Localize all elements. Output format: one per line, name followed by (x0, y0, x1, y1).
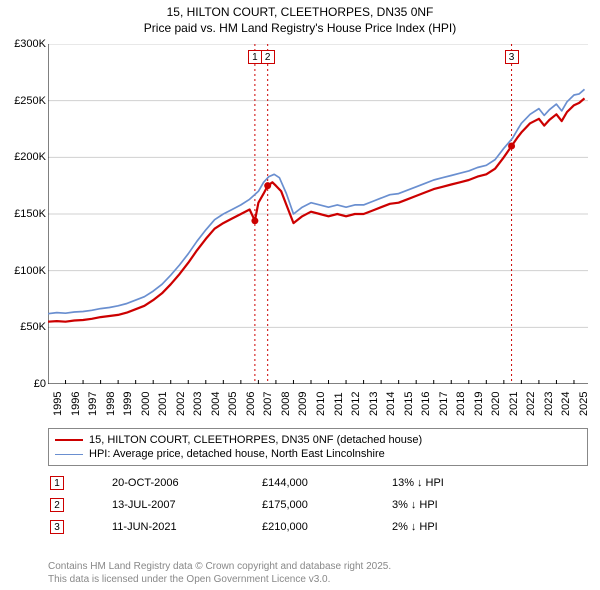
x-tick-label: 2004 (210, 392, 222, 416)
x-tick-label: 2005 (227, 392, 239, 416)
transaction-price-2: £210,000 (262, 521, 392, 533)
y-tick-label: £250K (2, 95, 46, 107)
page-container: 15, HILTON COURT, CLEETHORPES, DN35 0NF … (0, 0, 600, 590)
transaction-delta-2: 2% ↓ HPI (392, 521, 438, 533)
x-tick-label: 2022 (525, 392, 537, 416)
footer-attribution: Contains HM Land Registry data © Crown c… (48, 560, 588, 586)
transaction-delta-1: 3% ↓ HPI (392, 499, 438, 511)
transaction-row-2: 3 11-JUN-2021 £210,000 2% ↓ HPI (48, 516, 588, 538)
chart-transaction-marker: 3 (505, 50, 519, 64)
x-tick-label: 2019 (473, 392, 485, 416)
x-tick-label: 2024 (560, 392, 572, 416)
x-tick-label: 1996 (70, 392, 82, 416)
legend-swatch-1 (55, 454, 83, 455)
legend-row-1: HPI: Average price, detached house, Nort… (55, 447, 581, 461)
title-line2: Price paid vs. HM Land Registry's House … (0, 20, 600, 36)
chart-svg (48, 44, 588, 384)
y-tick-label: £300K (2, 38, 46, 50)
x-tick-label: 2013 (368, 392, 380, 416)
y-tick-label: £100K (2, 265, 46, 277)
x-tick-label: 2002 (175, 392, 187, 416)
x-tick-label: 2014 (385, 392, 397, 416)
transactions-table: 1 20-OCT-2006 £144,000 13% ↓ HPI 2 13-JU… (48, 472, 588, 538)
y-tick-label: £200K (2, 151, 46, 163)
x-tick-label: 2015 (403, 392, 415, 416)
footer-line2: This data is licensed under the Open Gov… (48, 573, 588, 586)
x-tick-label: 2025 (578, 392, 590, 416)
x-tick-label: 2001 (157, 392, 169, 416)
x-tick-label: 2003 (192, 392, 204, 416)
chart-title-block: 15, HILTON COURT, CLEETHORPES, DN35 0NF … (0, 0, 600, 36)
y-tick-label: £150K (2, 208, 46, 220)
transaction-row-0: 1 20-OCT-2006 £144,000 13% ↓ HPI (48, 472, 588, 494)
chart-transaction-marker: 2 (261, 50, 275, 64)
x-tick-label: 2023 (543, 392, 555, 416)
x-tick-label: 2011 (333, 392, 345, 416)
y-tick-label: £0 (2, 378, 46, 390)
x-tick-label: 2009 (297, 392, 309, 416)
legend-box: 15, HILTON COURT, CLEETHORPES, DN35 0NF … (48, 428, 588, 466)
transaction-marker-1: 2 (50, 498, 64, 512)
x-tick-label: 2008 (280, 392, 292, 416)
x-tick-label: 2000 (140, 392, 152, 416)
transaction-row-1: 2 13-JUL-2007 £175,000 3% ↓ HPI (48, 494, 588, 516)
transaction-marker-2: 3 (50, 520, 64, 534)
transaction-date-0: 20-OCT-2006 (112, 477, 262, 489)
legend-label-0: 15, HILTON COURT, CLEETHORPES, DN35 0NF … (89, 434, 422, 446)
x-tick-label: 2020 (490, 392, 502, 416)
transaction-delta-0: 13% ↓ HPI (392, 477, 444, 489)
footer-line1: Contains HM Land Registry data © Crown c… (48, 560, 588, 573)
x-tick-label: 1999 (122, 392, 134, 416)
legend-row-0: 15, HILTON COURT, CLEETHORPES, DN35 0NF … (55, 433, 581, 447)
x-tick-label: 1998 (105, 392, 117, 416)
down-arrow-icon: ↓ (417, 477, 423, 489)
transaction-marker-0: 1 (50, 476, 64, 490)
chart-area: 123 (48, 44, 588, 384)
x-tick-label: 2021 (508, 392, 520, 416)
x-tick-label: 2006 (245, 392, 257, 416)
x-tick-label: 1997 (87, 392, 99, 416)
down-arrow-icon: ↓ (411, 499, 417, 511)
x-tick-label: 1995 (52, 392, 64, 416)
y-tick-label: £50K (2, 321, 46, 333)
x-tick-label: 2012 (350, 392, 362, 416)
x-tick-label: 2018 (455, 392, 467, 416)
title-line1: 15, HILTON COURT, CLEETHORPES, DN35 0NF (0, 4, 600, 20)
transaction-date-1: 13-JUL-2007 (112, 499, 262, 511)
x-tick-label: 2010 (315, 392, 327, 416)
legend-swatch-0 (55, 439, 83, 441)
legend-label-1: HPI: Average price, detached house, Nort… (89, 448, 385, 460)
x-axis-labels: 1995 1996 1997 1998 1999 2000 2001 2002 2003 2004… (48, 386, 588, 426)
transaction-price-1: £175,000 (262, 499, 392, 511)
x-tick-label: 2007 (262, 392, 274, 416)
transaction-price-0: £144,000 (262, 477, 392, 489)
x-tick-label: 2017 (438, 392, 450, 416)
down-arrow-icon: ↓ (411, 521, 417, 533)
transaction-date-2: 11-JUN-2021 (112, 521, 262, 533)
x-tick-label: 2016 (420, 392, 432, 416)
